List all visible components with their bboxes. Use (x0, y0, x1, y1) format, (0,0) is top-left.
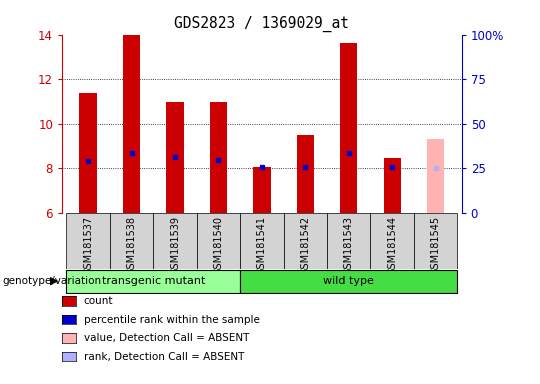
Text: value, Detection Call = ABSENT: value, Detection Call = ABSENT (84, 333, 249, 343)
Bar (197, 213, 240, 269)
Text: GSM181543: GSM181543 (344, 216, 354, 275)
Bar (284, 213, 327, 269)
Text: genotype/variation: genotype/variation (3, 276, 102, 286)
Text: GSM181542: GSM181542 (300, 216, 310, 275)
Text: rank, Detection Call = ABSENT: rank, Detection Call = ABSENT (84, 352, 244, 362)
Text: ▶: ▶ (50, 276, 58, 286)
Bar (66, 270, 240, 293)
Title: GDS2823 / 1369029_at: GDS2823 / 1369029_at (174, 16, 349, 32)
Text: wild type: wild type (323, 276, 374, 286)
Text: GSM181541: GSM181541 (257, 216, 267, 275)
Bar (253, 167, 271, 213)
Bar (240, 213, 284, 269)
Bar (427, 139, 444, 213)
Bar (327, 213, 370, 269)
Bar (153, 213, 197, 269)
Bar (383, 159, 401, 213)
Text: transgenic mutant: transgenic mutant (102, 276, 205, 286)
Text: GSM181545: GSM181545 (430, 216, 441, 275)
Bar (240, 270, 457, 293)
Bar (340, 43, 357, 213)
Text: GSM181537: GSM181537 (83, 216, 93, 275)
Bar (110, 213, 153, 269)
Bar (79, 93, 97, 213)
Bar (414, 213, 457, 269)
Bar (123, 35, 140, 213)
Text: GSM181544: GSM181544 (387, 216, 397, 275)
Bar (166, 101, 184, 213)
Text: GSM181538: GSM181538 (126, 216, 137, 275)
Bar (66, 213, 110, 269)
Text: count: count (84, 296, 113, 306)
Bar (296, 135, 314, 213)
Bar (210, 101, 227, 213)
Bar (370, 213, 414, 269)
Text: GSM181540: GSM181540 (213, 216, 224, 275)
Text: GSM181539: GSM181539 (170, 216, 180, 275)
Text: percentile rank within the sample: percentile rank within the sample (84, 315, 260, 325)
